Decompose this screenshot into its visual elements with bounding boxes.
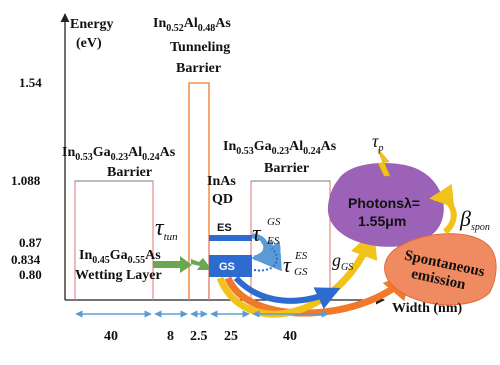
- width-40-left: 40: [104, 329, 118, 344]
- gs-lower-blue-arrow: [233, 275, 341, 310]
- photons-label-1: Photonsλ=: [348, 195, 420, 211]
- tau-p-label: τp: [372, 131, 383, 154]
- beta-spon-label: βspon: [459, 206, 490, 233]
- tunnel-barrier-label-1: Tunneling: [170, 40, 230, 55]
- gs-to-photons-arrow: [216, 229, 378, 318]
- width-40-right: 40: [283, 329, 297, 344]
- right-barrier-material: In0.53Ga0.23Al0.24As: [223, 139, 337, 157]
- y-axis-unit: (eV): [76, 36, 102, 51]
- spontaneous-emission-blob: [384, 233, 497, 306]
- wetting-to-qd-arrow: [153, 256, 192, 273]
- wetting-label: Wetting Layer: [75, 268, 162, 283]
- gs-level: [209, 255, 252, 277]
- g-gs-label: gGS: [332, 250, 353, 273]
- tau-gs-es-label: τ: [283, 252, 292, 277]
- tau-es-gs-label: τ: [252, 221, 262, 247]
- qd-label-1: InAs: [207, 174, 236, 189]
- photons-label-2: 1.55μm: [358, 213, 406, 229]
- y-tick-1-54: 1.54: [19, 75, 42, 90]
- tunnel-barrier-label-2: Barrier: [176, 61, 221, 76]
- tunnel-to-qd-arrow: [191, 258, 212, 270]
- width-8: 8: [167, 329, 174, 344]
- y-tick-0-87: 0.87: [19, 235, 42, 250]
- tau-tun-label: τtun: [155, 215, 178, 243]
- left-barrier-label: Barrier: [107, 165, 152, 180]
- es-level-label: ES: [217, 222, 232, 234]
- tau-gs-es-sup: ES: [294, 250, 308, 262]
- gs-to-spontaneous-arrow: [224, 270, 412, 317]
- lightning-icon: [377, 148, 391, 177]
- gs-level-label: GS: [219, 261, 235, 273]
- tau-es-gs-sup: GS: [267, 216, 281, 228]
- qd-label-2: QD: [212, 192, 233, 207]
- width-2-5: 2.5: [190, 329, 208, 344]
- right-barrier-label: Barrier: [264, 161, 309, 176]
- photons-blob: [327, 163, 444, 247]
- left-barrier-material: In0.53Ga0.23Al0.24As: [62, 145, 176, 163]
- y-axis-title: Energy: [70, 17, 114, 32]
- wetting-material: In0.45Ga0.55As: [79, 248, 161, 266]
- y-tick-0-80: 0.80: [19, 267, 42, 282]
- spontaneous-to-photons-arrow: [429, 183, 457, 235]
- width-25: 25: [224, 329, 238, 344]
- tunnel-barrier-material: In0.52Al0.48As: [153, 16, 231, 34]
- tau-gs-es-sub: GS: [294, 266, 308, 278]
- y-tick-1-088: 1.088: [11, 173, 41, 188]
- y-tick-0-834: 0.834: [11, 252, 41, 267]
- tunnel-barrier-outline: [188, 82, 210, 300]
- tau-es-gs-sub: ES: [266, 235, 280, 247]
- x-axis-title: Width (nm): [392, 301, 462, 316]
- es-level: [209, 235, 252, 241]
